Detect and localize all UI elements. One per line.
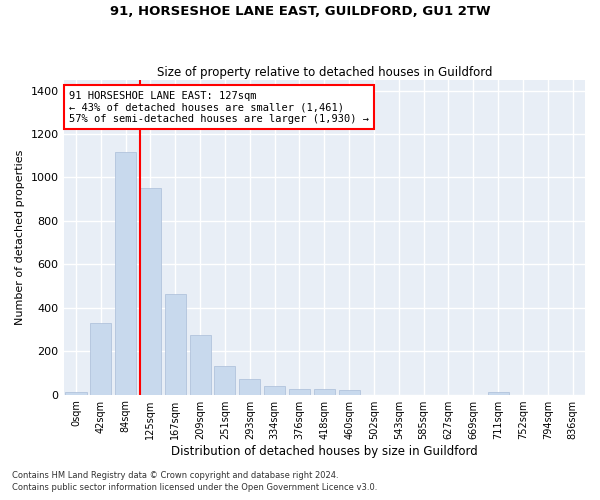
Text: Contains HM Land Registry data © Crown copyright and database right 2024.
Contai: Contains HM Land Registry data © Crown c… bbox=[12, 471, 377, 492]
Bar bbox=[488, 392, 509, 394]
Title: Size of property relative to detached houses in Guildford: Size of property relative to detached ho… bbox=[157, 66, 492, 78]
Text: 91 HORSESHOE LANE EAST: 127sqm
← 43% of detached houses are smaller (1,461)
57% : 91 HORSESHOE LANE EAST: 127sqm ← 43% of … bbox=[69, 90, 369, 124]
Bar bbox=[314, 388, 335, 394]
Bar bbox=[90, 323, 112, 394]
Bar bbox=[190, 335, 211, 394]
Bar bbox=[65, 392, 86, 394]
Bar bbox=[214, 366, 235, 394]
Bar bbox=[140, 188, 161, 394]
Bar bbox=[115, 152, 136, 394]
Text: 91, HORSESHOE LANE EAST, GUILDFORD, GU1 2TW: 91, HORSESHOE LANE EAST, GUILDFORD, GU1 … bbox=[110, 5, 490, 18]
Bar bbox=[338, 390, 359, 394]
Bar bbox=[264, 386, 285, 394]
Bar bbox=[239, 380, 260, 394]
Y-axis label: Number of detached properties: Number of detached properties bbox=[15, 150, 25, 325]
X-axis label: Distribution of detached houses by size in Guildford: Distribution of detached houses by size … bbox=[171, 444, 478, 458]
Bar bbox=[165, 294, 186, 394]
Bar bbox=[289, 389, 310, 394]
